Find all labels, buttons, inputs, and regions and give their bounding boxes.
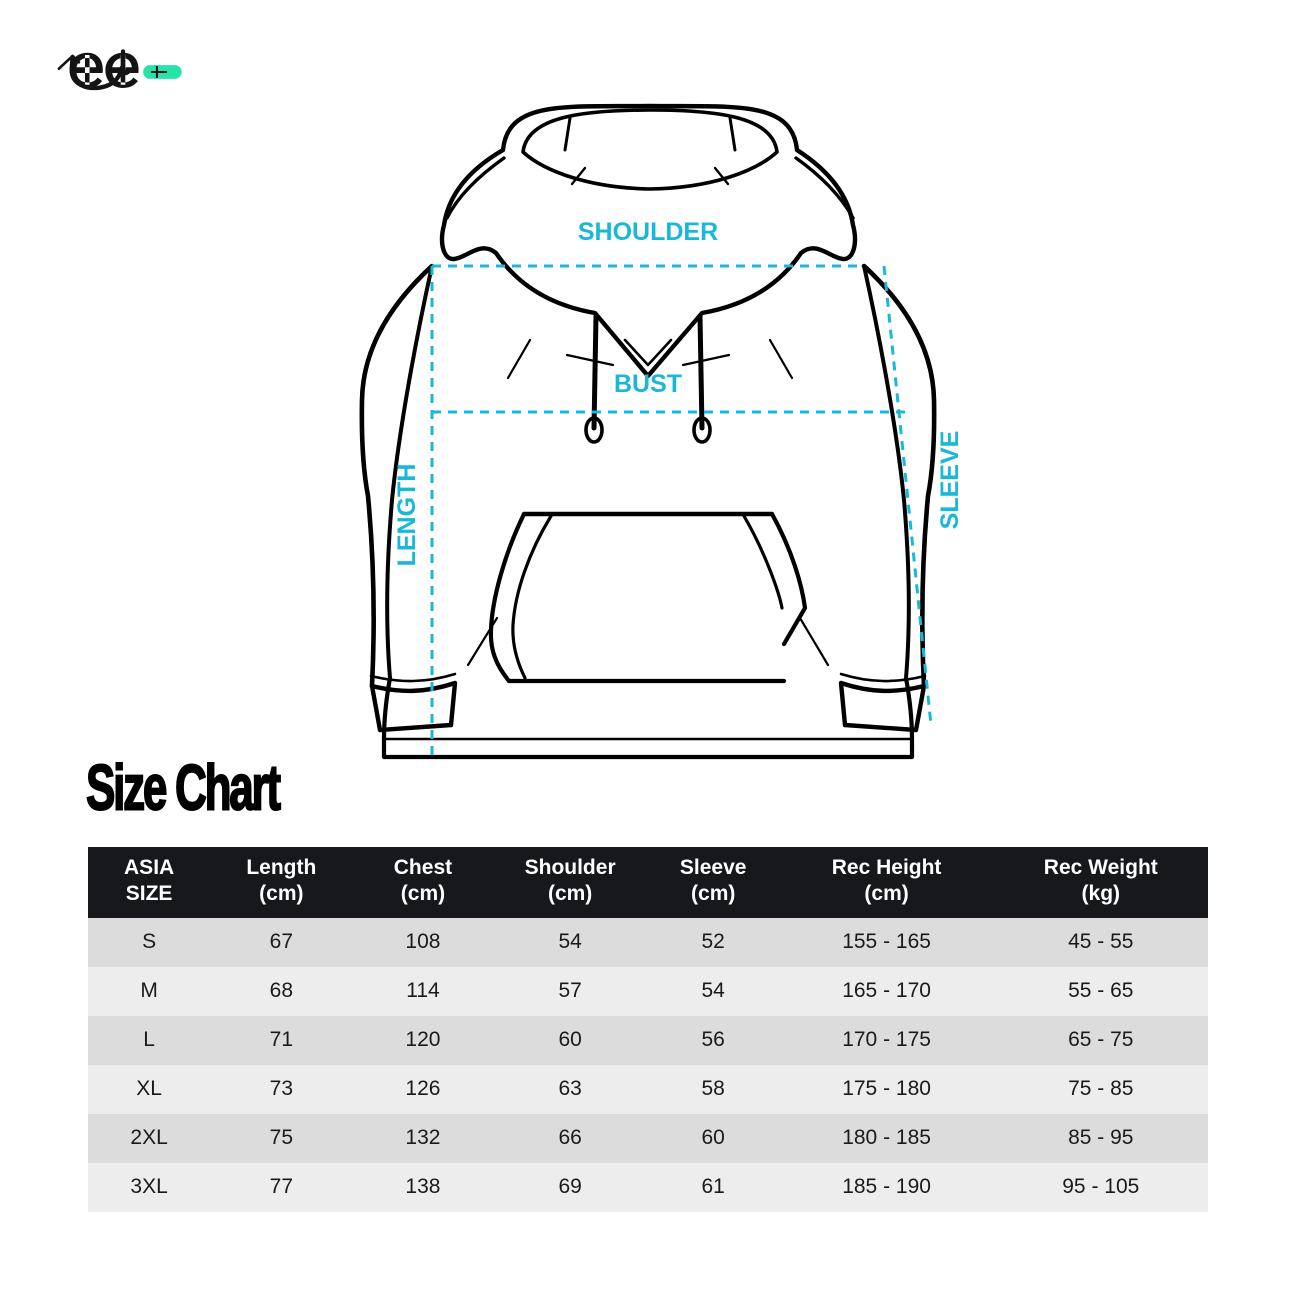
svg-text:BUST: BUST [614, 370, 682, 398]
svg-text:SHOULDER: SHOULDER [578, 218, 718, 246]
svg-text:SLEEVE: SLEEVE [936, 431, 964, 530]
svg-text:LENGTH: LENGTH [393, 464, 421, 567]
